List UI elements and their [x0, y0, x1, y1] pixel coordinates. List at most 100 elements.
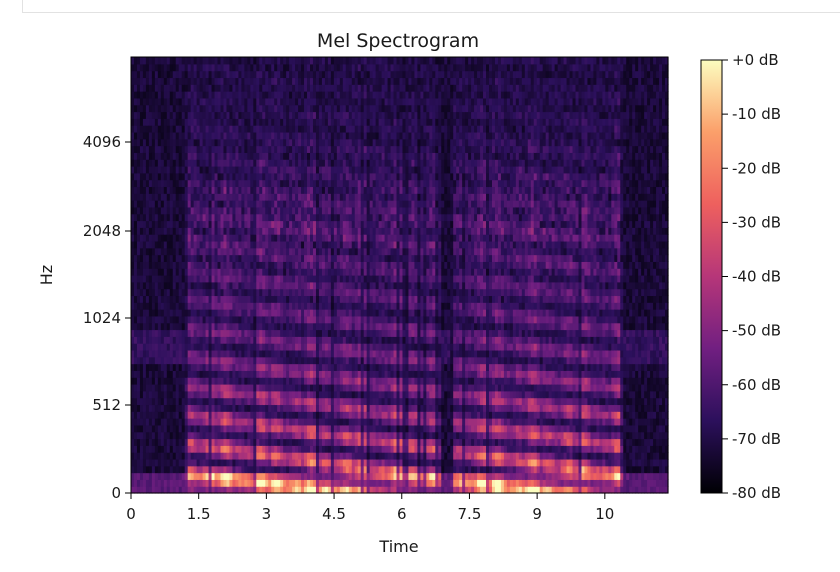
heatmap-cell — [142, 118, 147, 126]
heatmap-cell — [336, 186, 341, 194]
heatmap-cell — [310, 281, 314, 290]
heatmap-cell — [268, 193, 272, 201]
heatmap-cell — [169, 431, 174, 440]
heatmap-cell — [307, 84, 311, 92]
heatmap-cell — [226, 138, 231, 147]
heatmap-cell — [286, 309, 290, 317]
heatmap-cell — [298, 104, 302, 113]
heatmap-cell — [333, 384, 338, 392]
heatmap-cell — [277, 309, 281, 317]
heatmap-cell — [131, 363, 135, 371]
heatmap-cell — [262, 77, 266, 85]
heatmap-cell — [250, 363, 254, 371]
heatmap-cell — [318, 390, 323, 399]
heatmap-cell — [235, 111, 239, 119]
heatmap-cell — [262, 63, 266, 72]
heatmap-cell — [280, 309, 284, 317]
heatmap-cell — [336, 336, 341, 344]
heatmap-cell — [312, 138, 317, 147]
heatmap-cell — [226, 145, 231, 153]
heatmap-cell — [202, 220, 207, 228]
heatmap-cell — [131, 390, 135, 399]
heatmap-cell — [256, 111, 260, 119]
heatmap-cell — [312, 411, 317, 419]
heatmap-cell — [280, 390, 284, 399]
heatmap-cell — [217, 329, 222, 337]
heatmap-cell — [321, 206, 326, 215]
heatmap-cell — [321, 309, 326, 317]
heatmap-cell — [277, 438, 281, 446]
heatmap-cell — [208, 397, 213, 406]
heatmap-cell — [151, 343, 156, 351]
heatmap-cell — [142, 227, 147, 235]
heatmap-cell — [232, 288, 237, 297]
heatmap-cell — [202, 240, 207, 249]
heatmap-cell — [136, 322, 141, 331]
heatmap-cell — [190, 465, 195, 474]
heatmap-cell — [301, 111, 305, 119]
heatmap-cell — [166, 159, 171, 167]
heatmap-cell — [136, 84, 141, 92]
heatmap-cell — [280, 91, 284, 99]
heatmap-cell — [315, 377, 320, 385]
heatmap-cell — [181, 336, 186, 344]
heatmap-cell — [151, 234, 156, 242]
heatmap-cell — [208, 486, 213, 494]
heatmap-cell — [321, 118, 326, 126]
heatmap-cell — [283, 91, 287, 99]
heatmap-cell — [181, 479, 186, 487]
heatmap-cell — [148, 91, 153, 99]
heatmap-cell — [151, 261, 156, 269]
heatmap-cell — [187, 479, 192, 487]
heatmap-cell — [131, 465, 135, 474]
heatmap-cell — [321, 445, 326, 453]
heatmap-cell — [310, 302, 314, 310]
heatmap-cell — [133, 397, 138, 406]
heatmap-cell — [148, 186, 153, 194]
heatmap-cell — [142, 104, 147, 113]
heatmap-cell — [211, 302, 216, 310]
heatmap-cell — [178, 145, 183, 153]
heatmap-cell — [202, 57, 207, 65]
heatmap-cell — [292, 424, 296, 433]
heatmap-cell — [324, 363, 329, 371]
heatmap-cell — [166, 213, 171, 222]
heatmap-cell — [327, 288, 332, 297]
heatmap-cell — [145, 97, 150, 106]
heatmap-cell — [208, 84, 213, 92]
heatmap-cell — [304, 363, 308, 371]
heatmap-cell — [184, 57, 189, 65]
heatmap-cell — [196, 145, 201, 153]
heatmap-cell — [235, 343, 239, 351]
heatmap-cell — [339, 452, 344, 460]
heatmap-cell — [190, 411, 195, 419]
heatmap-cell — [154, 322, 159, 331]
heatmap-cell — [265, 452, 269, 460]
heatmap-cell — [327, 179, 332, 188]
heatmap-cell — [220, 458, 225, 467]
heatmap-cell — [181, 424, 186, 433]
heatmap-cell — [286, 70, 290, 79]
heatmap-cell — [151, 349, 156, 358]
heatmap-cell — [172, 261, 177, 269]
heatmap-cell — [157, 377, 162, 385]
heatmap-cell — [327, 125, 332, 133]
heatmap-cell — [301, 472, 305, 480]
heatmap-cell — [277, 261, 281, 269]
heatmap-cell — [193, 424, 198, 433]
heatmap-cell — [151, 281, 156, 290]
heatmap-cell — [160, 329, 165, 337]
heatmap-cell — [133, 281, 138, 290]
heatmap-cell — [229, 213, 234, 222]
heatmap-cell — [339, 384, 344, 392]
heatmap-cell — [160, 336, 165, 344]
heatmap-cell — [327, 370, 332, 378]
heatmap-cell — [307, 370, 311, 378]
heatmap-cell — [151, 111, 156, 119]
heatmap-cell — [289, 309, 293, 317]
heatmap-cell — [238, 63, 242, 72]
heatmap-cell — [208, 356, 213, 365]
heatmap-cell — [256, 193, 260, 201]
heatmap-cell — [157, 91, 162, 99]
heatmap-cell — [324, 118, 329, 126]
